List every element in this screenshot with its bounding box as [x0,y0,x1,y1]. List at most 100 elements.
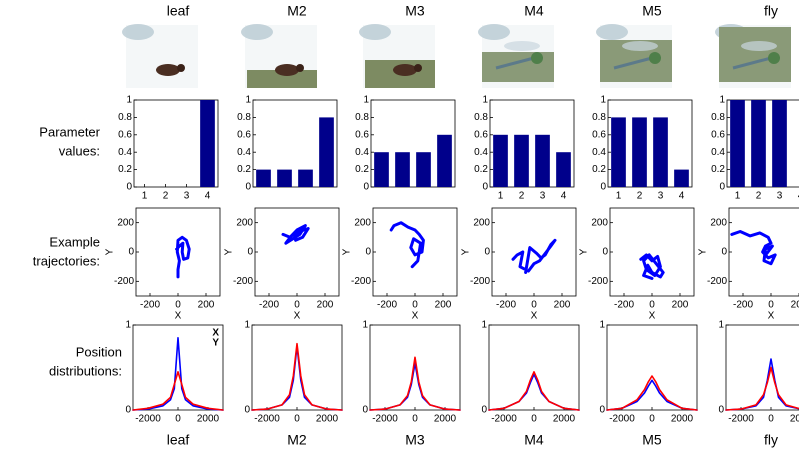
bar [535,134,550,187]
x-tick-label: 200 [317,300,334,311]
bar [200,100,215,187]
x-axis-label: X [768,311,775,322]
x-tick-label: 200 [198,300,215,311]
y-tick-label: 0.2 [474,164,488,175]
row-label: Parameter [39,124,100,139]
x-tick-label: 2 [519,191,525,202]
x-tick-label: 0 [649,300,655,311]
y-tick-label: 0.2 [237,164,251,175]
y-tick-label: -200 [588,276,608,287]
y-tick-label: 0.4 [355,147,369,158]
x-tick-label: 3 [184,191,190,202]
y-tick-label: 0 [484,247,490,258]
x-tick-label: 2000 [316,414,339,425]
y-tick-label: 1 [481,320,487,331]
y-tick-label: 0.6 [355,129,369,140]
y-tick-label: 1 [125,320,131,331]
column-label: M3 [405,432,425,448]
x-tick-label: 2000 [197,414,220,425]
x-tick-label: 2000 [434,414,457,425]
x-tick-label: 0 [531,300,537,311]
x-tick-label: -2000 [609,414,635,425]
data-line [730,230,777,266]
x-tick-label: -200 [733,300,753,311]
x-tick-label: -2000 [372,414,398,425]
data-line [132,371,224,411]
y-axis-label: Y [105,248,116,255]
axes-box [488,324,580,411]
y-tick-label: 0.4 [592,147,606,158]
column-label: M2 [287,432,307,448]
y-tick-label: 200 [591,217,608,228]
row-label: values: [59,143,100,158]
y-tick-label: 200 [236,217,253,228]
dragonfly-body [732,56,772,70]
y-tick-label: 0.4 [474,147,488,158]
column-label: leaf [167,432,190,448]
y-tick-label: 1 [362,320,368,331]
y-tick-label: 0.8 [118,112,132,123]
y-tick-label: 0 [363,182,369,193]
y-tick-label: -200 [470,276,490,287]
y-tick-label: 0.8 [711,112,725,123]
bar [514,134,529,187]
y-tick-label: 0.8 [592,112,606,123]
column-title: M4 [524,3,544,19]
y-tick-label: 0 [244,405,250,416]
bar [319,117,334,187]
y-tick-label: -200 [233,276,253,287]
x-tick-label: 3 [658,191,664,202]
dragonfly-head [531,52,543,64]
bar [674,169,689,187]
y-tick-label: 0.2 [711,164,725,175]
x-axis-label: X [649,311,656,322]
foliage [359,24,391,40]
x-tick-label: 4 [561,191,567,202]
y-tick-label: 0 [247,247,253,258]
x-tick-label: 200 [791,300,799,311]
bar [374,152,389,187]
y-tick-label: 0.6 [474,129,488,140]
y-tick-label: -200 [707,276,727,287]
x-tick-label: 1 [498,191,504,202]
y-tick-label: 0 [362,405,368,416]
y-tick-label: 1 [126,95,132,106]
x-tick-label: 2000 [671,414,694,425]
photo-grass [247,70,317,88]
y-tick-label: 200 [473,217,490,228]
x-tick-label: -200 [140,300,160,311]
y-tick-label: 0 [128,247,134,258]
x-axis-label: X [175,311,182,322]
bar [653,117,668,187]
bar [730,100,745,187]
photo-grass [482,52,554,82]
data-line [389,221,425,269]
bar [632,117,647,187]
y-tick-label: 0.4 [237,147,251,158]
bar [556,152,571,187]
y-tick-label: 0 [721,247,727,258]
bar [277,169,292,187]
y-tick-label: 0.8 [355,112,369,123]
bar [751,100,766,187]
beetle-head [296,64,304,72]
y-tick-label: 1 [599,320,605,331]
axes-box [609,207,695,297]
column-label: fly [764,432,778,448]
x-tick-label: 4 [205,191,211,202]
y-tick-label: 1 [482,95,488,106]
x-tick-label: 0 [531,414,537,425]
beetle [275,64,299,76]
bar [611,117,626,187]
legend-label: Y [212,338,219,349]
foliage [478,24,510,40]
bar [416,152,431,187]
beetle [393,64,417,76]
x-tick-label: 0 [412,300,418,311]
bar [256,169,271,187]
x-tick-label: 200 [435,300,452,311]
y-tick-label: 200 [710,217,727,228]
x-tick-label: 0 [412,414,418,425]
